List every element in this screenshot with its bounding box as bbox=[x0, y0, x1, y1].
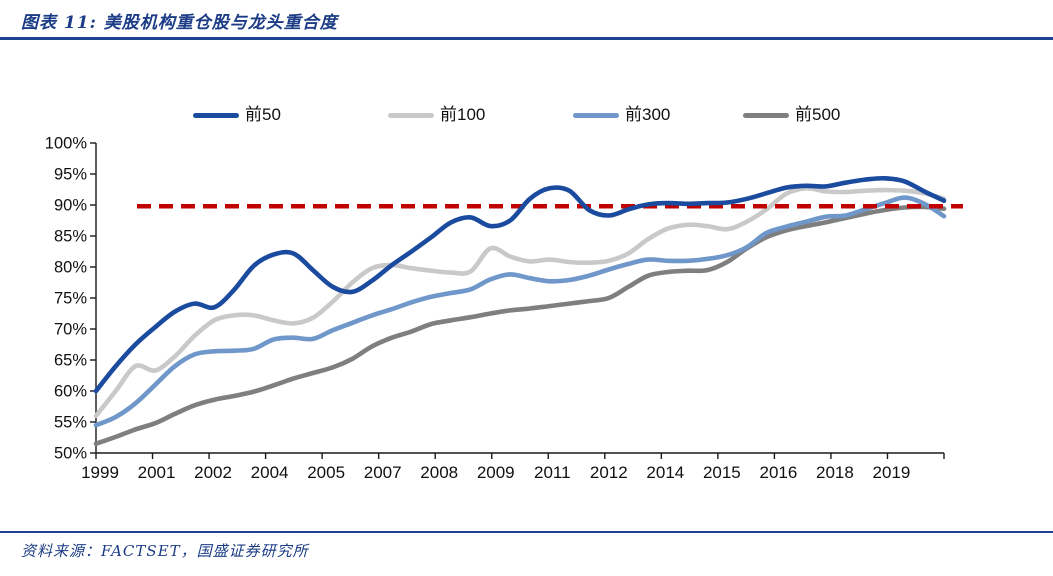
legend-label: 前50 bbox=[245, 105, 281, 124]
legend-swatch-前500 bbox=[743, 112, 789, 118]
x-tick-label: 2005 bbox=[307, 463, 345, 482]
y-tick-label: 70% bbox=[54, 321, 87, 339]
x-tick-label: 2011 bbox=[534, 463, 571, 482]
legend-item-前100: 前100 bbox=[388, 104, 485, 126]
legend-item-前300: 前300 bbox=[573, 104, 670, 126]
x-tick-label: 1999 bbox=[81, 463, 119, 482]
x-tick-label: 2009 bbox=[477, 463, 515, 482]
y-tick-label: 50% bbox=[54, 445, 87, 463]
legend-item-前500: 前500 bbox=[743, 104, 840, 126]
x-tick-label: 2001 bbox=[138, 463, 176, 482]
footer-divider-line bbox=[0, 531, 1053, 533]
legend-swatch-前50 bbox=[193, 112, 239, 118]
legend-swatch-前300 bbox=[573, 112, 619, 118]
y-tick-label: 65% bbox=[54, 352, 87, 370]
y-tick-label: 90% bbox=[54, 197, 87, 215]
x-tick-label: 2015 bbox=[703, 463, 741, 482]
series-line-前300 bbox=[93, 195, 947, 428]
x-tick-label: 2016 bbox=[759, 463, 797, 482]
series-line-前50 bbox=[93, 175, 947, 394]
x-tick-label: 2014 bbox=[646, 463, 684, 482]
legend-label: 前100 bbox=[440, 105, 486, 124]
series-line-前100 bbox=[93, 185, 947, 419]
source-note: 资料来源：FACTSET，国盛证券研究所 bbox=[21, 542, 309, 560]
y-tick-label: 100% bbox=[45, 135, 88, 153]
x-tick-label: 2002 bbox=[194, 463, 232, 482]
x-tick-label: 2019 bbox=[873, 463, 911, 482]
series-line-前500 bbox=[93, 204, 947, 446]
title-divider-line bbox=[0, 37, 1053, 40]
x-tick-label: 2018 bbox=[816, 463, 854, 482]
legend-item-前50: 前50 bbox=[193, 104, 281, 126]
y-tick-label: 80% bbox=[54, 259, 87, 277]
y-tick-label: 85% bbox=[54, 228, 87, 246]
x-tick-label: 2007 bbox=[364, 463, 402, 482]
x-tick-label: 2008 bbox=[420, 463, 458, 482]
legend-swatch-前100 bbox=[388, 112, 434, 118]
legend-label: 前500 bbox=[795, 105, 841, 124]
legend-label: 前300 bbox=[625, 105, 671, 124]
x-tick-label: 2004 bbox=[251, 463, 289, 482]
y-tick-label: 60% bbox=[54, 383, 87, 401]
chart-title: 图表 11: 美股机构重仓股与龙头重合度 bbox=[21, 13, 338, 33]
y-tick-label: 95% bbox=[54, 166, 87, 184]
chart-legend: 前50 前100 前300 前500 bbox=[0, 0, 1053, 124]
y-tick-label: 75% bbox=[54, 290, 87, 308]
y-tick-label: 55% bbox=[54, 414, 87, 432]
x-tick-label: 2012 bbox=[590, 463, 628, 482]
